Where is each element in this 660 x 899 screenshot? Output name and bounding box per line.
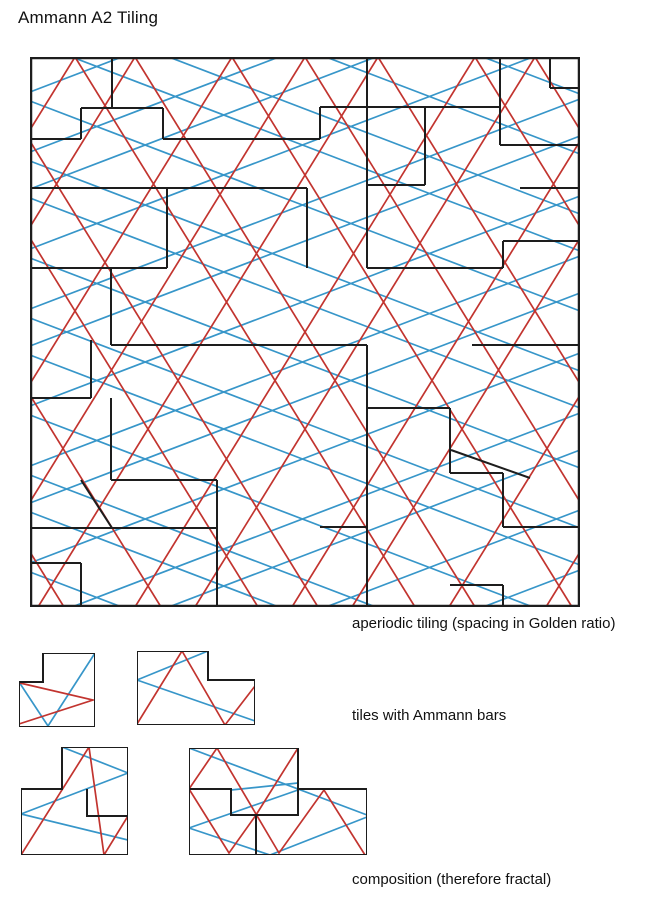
blue-ammann-bar <box>30 414 536 607</box>
blue-ammann-bar <box>30 197 580 409</box>
red-ammann-bar <box>30 57 136 229</box>
red-ammann-bar <box>216 748 366 855</box>
red-ammann-bar <box>474 57 580 229</box>
blue-ammann-bar <box>30 354 580 566</box>
composition-large-figure <box>189 748 367 855</box>
blue-ammann-bar <box>30 352 580 564</box>
blue-ammann-bar <box>30 317 580 529</box>
red-ammann-bar <box>21 747 128 855</box>
blue-ammann-bar <box>30 255 580 467</box>
blue-ammann-bar <box>230 782 299 791</box>
tile-outline <box>21 747 128 855</box>
blue-ammann-bar <box>323 57 580 155</box>
tile-edge <box>450 449 531 479</box>
blue-ammann-bar <box>30 57 379 190</box>
tile-outline <box>137 651 255 725</box>
red-ammann-bar <box>291 139 580 607</box>
red-ammann-bar <box>30 236 259 607</box>
large-tile-figure <box>137 651 255 725</box>
caption-tiles-with-bars: tiles with Ammann bars <box>352 707 507 724</box>
red-ammann-bar <box>448 393 580 607</box>
red-ammann-bar <box>37 57 379 607</box>
tile-edge <box>80 479 113 529</box>
caption-composition: composition (therefore fractal) <box>352 871 552 888</box>
red-ammann-bar <box>19 682 95 725</box>
blue-ammann-bar <box>30 100 580 312</box>
blue-ammann-bar <box>30 135 580 347</box>
tile-outline <box>189 748 367 855</box>
red-ammann-bar <box>30 57 233 386</box>
tile-edge <box>86 789 128 817</box>
blue-ammann-bar <box>166 57 580 215</box>
red-ammann-bar <box>134 57 476 607</box>
blue-ammann-bar <box>30 511 282 607</box>
blue-ammann-bar <box>137 651 255 722</box>
composition-small-figure <box>21 747 128 855</box>
tiling-border <box>30 57 580 607</box>
blue-ammann-bar <box>30 292 580 504</box>
red-ammann-bar <box>30 57 306 504</box>
blue-ammann-bar <box>69 57 580 252</box>
blue-ammann-bar <box>21 747 128 841</box>
blue-ammann-bar <box>30 195 580 407</box>
red-ammann-bar <box>194 57 536 607</box>
blue-ammann-bar <box>30 57 282 153</box>
tile-outline <box>19 653 95 727</box>
blue-ammann-bar <box>480 569 580 607</box>
blue-ammann-bar <box>19 653 95 727</box>
caption-aperiodic-tiling: aperiodic tiling (spacing in Golden rati… <box>352 615 616 632</box>
main-tiling-figure <box>30 57 580 607</box>
blue-ammann-bar <box>30 160 580 372</box>
blue-ammann-bar <box>30 98 580 310</box>
blue-ammann-bar <box>30 57 536 250</box>
page-title: Ammann A2 Tiling <box>18 8 159 27</box>
red-ammann-bar <box>74 57 416 607</box>
red-ammann-bar <box>189 748 299 855</box>
blue-ammann-bar <box>69 412 580 607</box>
blue-ammann-bar <box>166 449 580 607</box>
blue-ammann-bar <box>30 257 580 469</box>
tile-edge <box>189 788 299 816</box>
red-ammann-bar <box>377 57 580 386</box>
blue-ammann-bar <box>30 474 379 607</box>
red-ammann-bar <box>545 550 580 607</box>
blue-ammann-bar <box>323 509 580 607</box>
red-ammann-bar <box>304 57 580 504</box>
red-ammann-bar <box>351 236 580 607</box>
red-ammann-bar <box>231 57 573 607</box>
blue-ammann-bar <box>189 789 367 855</box>
small-tile-figure <box>19 653 95 727</box>
red-ammann-bar <box>137 651 255 725</box>
red-ammann-bar <box>30 139 319 607</box>
